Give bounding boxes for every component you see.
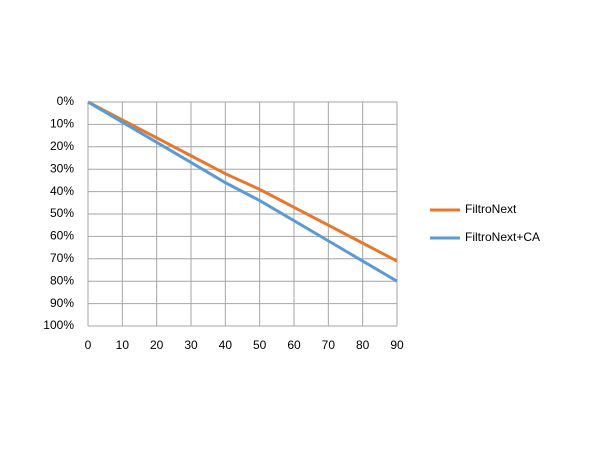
x-tick-label: 30 bbox=[184, 338, 198, 352]
y-tick-label: 100% bbox=[43, 318, 74, 332]
x-tick-label: 90 bbox=[390, 338, 404, 352]
x-tick-label: 40 bbox=[219, 338, 233, 352]
y-tick-label: 90% bbox=[50, 296, 74, 310]
series-line bbox=[87, 100, 398, 283]
x-tick-label: 20 bbox=[150, 338, 164, 352]
legend-label: FiltroNext+CA bbox=[465, 230, 540, 244]
x-tick-label: 60 bbox=[287, 338, 301, 352]
y-tick-label: 50% bbox=[50, 206, 74, 220]
y-tick-label: 30% bbox=[50, 161, 74, 175]
x-tick-label: 70 bbox=[322, 338, 336, 352]
series-line bbox=[87, 100, 398, 263]
x-tick-label: 50 bbox=[253, 338, 267, 352]
y-tick-label: 10% bbox=[50, 117, 74, 131]
x-tick-label: 0 bbox=[85, 338, 92, 352]
legend-label: FiltroNext bbox=[465, 202, 517, 216]
y-tick-label: 60% bbox=[50, 229, 74, 243]
y-tick-label: 0% bbox=[57, 94, 75, 108]
y-tick-label: 20% bbox=[50, 139, 74, 153]
x-tick-label: 10 bbox=[116, 338, 130, 352]
y-tick-label: 40% bbox=[50, 184, 74, 198]
y-tick-label: 80% bbox=[50, 273, 74, 287]
y-tick-label: 70% bbox=[50, 251, 74, 265]
x-tick-label: 80 bbox=[356, 338, 370, 352]
